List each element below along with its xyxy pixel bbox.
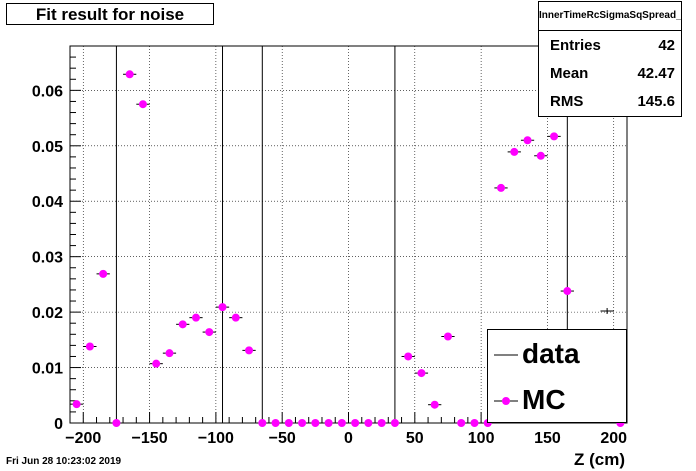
mc-point — [430, 400, 439, 409]
mc-point — [337, 419, 346, 427]
y-tick-label: 0 — [54, 416, 63, 433]
mc-point — [351, 419, 360, 427]
stats-histogram-name: InnerTimeRcSigmaSqSpread_p3 — [539, 2, 681, 31]
mc-point — [165, 349, 174, 358]
legend-item-data: data — [488, 332, 628, 378]
mc-point — [231, 313, 240, 322]
x-axis-title: Z (cm) — [574, 450, 625, 469]
stats-mean-value: 42.47 — [637, 64, 675, 82]
mc-point — [377, 419, 386, 427]
y-tick-label: 0.05 — [32, 139, 63, 156]
y-tick-label: 0.04 — [32, 194, 63, 211]
x-tick-label: 0 — [344, 430, 353, 447]
mc-point — [523, 136, 532, 145]
mc-point — [550, 132, 559, 141]
x-tick-label: 100 — [468, 430, 495, 447]
legend-marker-icon — [494, 397, 518, 405]
x-tick-label: 150 — [534, 430, 561, 447]
mc-point — [191, 313, 200, 322]
mc-point — [72, 400, 81, 409]
mc-point — [390, 419, 399, 427]
stats-mean-label: Mean — [550, 64, 589, 82]
stats-row-rms: RMS 145.6 — [539, 87, 681, 115]
mc-point — [205, 328, 214, 337]
legend-line-icon — [494, 354, 518, 356]
y-tick-label: 0.03 — [32, 250, 63, 267]
stats-row-entries: Entries 42 — [539, 31, 681, 59]
timestamp: Fri Jun 28 10:23:02 2019 — [6, 456, 122, 467]
chart-title: Fit result for noise — [6, 3, 214, 25]
mc-point — [85, 342, 94, 351]
mc-point — [364, 419, 373, 427]
legend-label-mc: MC — [522, 384, 566, 415]
mc-point — [324, 419, 333, 427]
y-tick-label: 0.01 — [32, 361, 63, 378]
legend-item-mc: MC — [488, 378, 628, 424]
mc-point — [271, 419, 280, 427]
mc-point — [470, 419, 479, 427]
mc-point — [218, 303, 227, 312]
stats-entries-value: 42 — [658, 36, 675, 54]
x-tick-label: 200 — [600, 430, 627, 447]
mc-point — [510, 147, 519, 156]
mc-point — [152, 359, 161, 368]
mc-point — [536, 151, 545, 160]
mc-point — [311, 419, 320, 427]
legend-label-data: data — [522, 338, 580, 369]
x-tick-label: −50 — [269, 430, 296, 447]
stats-box: InnerTimeRcSigmaSqSpread_p3 Entries 42 M… — [538, 1, 682, 117]
mc-point — [125, 70, 134, 79]
mc-point — [563, 287, 572, 296]
mc-point — [404, 352, 413, 361]
x-tick-label: −150 — [132, 430, 168, 447]
x-tick-label: −100 — [198, 430, 234, 447]
y-tick-label: 0.06 — [32, 83, 63, 100]
mc-point — [457, 419, 466, 427]
mc-point — [178, 320, 187, 329]
mc-point — [298, 419, 307, 427]
mc-point — [112, 419, 121, 427]
legend: data MC — [487, 329, 627, 423]
mc-point — [138, 100, 147, 109]
x-tick-label: 50 — [406, 430, 424, 447]
mc-point — [258, 419, 267, 427]
x-tick-label: −200 — [65, 430, 101, 447]
y-tick-label: 0.02 — [32, 305, 63, 322]
mc-point — [284, 419, 293, 427]
stats-row-mean: Mean 42.47 — [539, 59, 681, 87]
mc-point — [497, 183, 506, 192]
mc-point — [417, 369, 426, 378]
mc-point — [443, 332, 452, 341]
stats-rms-value: 145.6 — [637, 92, 675, 110]
stats-rms-label: RMS — [550, 92, 584, 110]
stats-entries-label: Entries — [550, 36, 601, 54]
mc-point — [245, 346, 254, 355]
mc-point — [99, 269, 108, 278]
